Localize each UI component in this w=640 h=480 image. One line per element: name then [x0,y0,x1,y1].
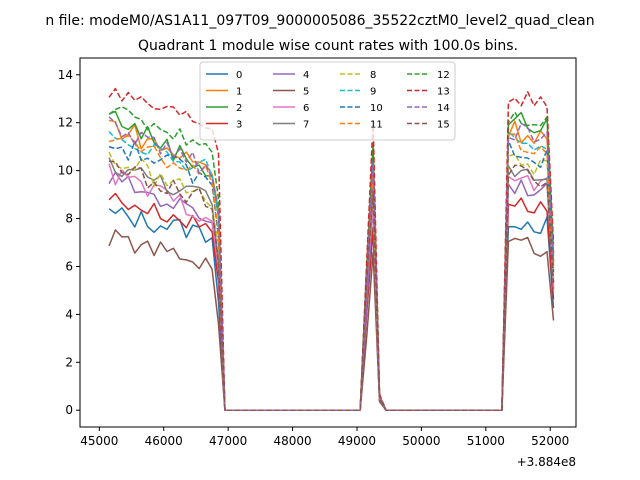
x-tick-label: 47000 [209,434,247,448]
legend-label: 1 [236,87,242,98]
series-line-14 [108,116,555,411]
y-tick-label: 2 [65,355,73,369]
y-axis: 0 2 4 6 8 10 12 14 [58,68,80,417]
y-tick-label: 10 [58,164,73,178]
figure-suptitle: n file: modeM0/AS1A11_097T09_9000005086_… [45,13,594,29]
x-offset-label: +3.884e8 [517,455,576,469]
x-tick-label: 50000 [402,434,440,448]
x-tick-label: 52000 [531,434,569,448]
series-line-9 [108,130,555,411]
y-tick-label: 6 [65,259,73,273]
legend-label: 3 [236,120,242,131]
y-tick-label: 14 [58,68,73,82]
series-line-4 [108,171,555,411]
legend-label: 7 [303,120,309,131]
legend-label: 11 [370,120,383,131]
y-tick-label: 4 [65,307,73,321]
x-tick-label: 48000 [273,434,311,448]
series-lines [108,87,555,411]
y-tick-label: 0 [65,403,73,417]
legend-label: 15 [437,120,450,131]
x-tick-label: 51000 [467,434,505,448]
x-tick-label: 45000 [80,434,118,448]
x-tick-label: 46000 [145,434,183,448]
series-line-6 [108,163,555,411]
y-tick-label: 8 [65,212,73,226]
legend-box [199,61,456,141]
plot-frame [79,57,577,428]
legend-label: 13 [437,87,450,98]
legend-label: 2 [236,103,242,114]
x-axis: 45000 46000 47000 48000 49000 50000 51000 52000 [80,427,569,448]
series-line-11 [108,133,555,411]
legend-label: 14 [437,103,450,114]
legend-label: 10 [370,103,383,114]
y-tick-label: 12 [58,116,73,130]
x-tick-label: 49000 [338,434,376,448]
series-line-3 [108,192,555,411]
series-line-10 [108,139,555,411]
series-line-0 [108,207,555,411]
legend-label: 8 [370,70,376,81]
series-line-15 [108,160,555,411]
legend-label: 6 [303,103,309,114]
legend-label: 0 [236,70,242,81]
legend-label: 9 [370,87,376,98]
series-line-8 [108,151,555,411]
chart-title: Quadrant 1 module wise count rates with … [138,38,518,54]
series-line-7 [108,157,555,411]
legend-label: 4 [303,70,309,81]
legend-label: 5 [303,87,309,98]
legend-label: 12 [437,70,450,81]
series-line-5 [108,229,555,411]
series-line-12 [108,105,555,411]
series-line-2 [108,110,555,411]
